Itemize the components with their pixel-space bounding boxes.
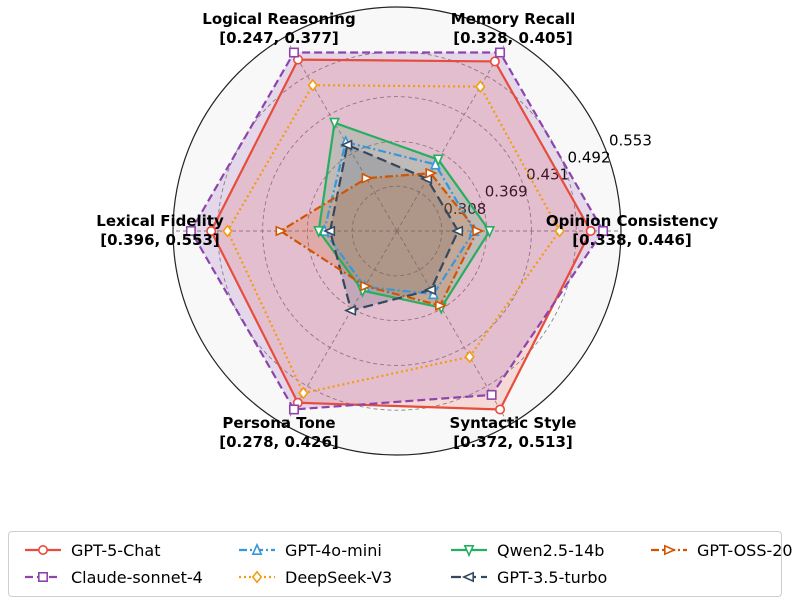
radial-tick-label: 0.369 bbox=[485, 183, 528, 201]
data-point bbox=[435, 300, 448, 311]
legend-marker bbox=[38, 571, 48, 582]
data-point bbox=[222, 224, 233, 238]
legend-label: GPT-3.5-turbo bbox=[497, 567, 608, 587]
legend-marker bbox=[38, 545, 48, 555]
legend-marker bbox=[251, 543, 263, 555]
axis-label: Memory Recall bbox=[451, 10, 575, 28]
series-fill bbox=[318, 122, 490, 308]
legend-swatch bbox=[25, 571, 61, 582]
legend-swatch bbox=[451, 571, 487, 583]
axis-range-label: [0.372, 0.513] bbox=[453, 433, 573, 451]
data-point bbox=[360, 280, 373, 292]
axis-range-label: [0.396, 0.553] bbox=[100, 231, 220, 249]
data-point bbox=[288, 47, 299, 58]
legend-swatch bbox=[25, 545, 61, 555]
data-point bbox=[450, 225, 464, 237]
legend-label: GPT-4o-mini bbox=[285, 540, 382, 560]
legend-swatch bbox=[651, 544, 687, 556]
legend-item: GPT-OSS-20B bbox=[649, 539, 793, 561]
series-deepseek-v3 bbox=[222, 78, 565, 400]
data-point bbox=[432, 154, 444, 167]
legend-marker bbox=[251, 570, 263, 584]
radial-tick-label: 0.553 bbox=[609, 131, 652, 149]
legend-label: Claude-sonnet-4 bbox=[71, 567, 203, 587]
data-point bbox=[554, 224, 565, 238]
data-point bbox=[495, 404, 506, 415]
data-point bbox=[322, 225, 336, 237]
legend-swatch bbox=[239, 543, 275, 555]
data-point bbox=[298, 386, 309, 400]
legend-item: GPT-3.5-turbo bbox=[449, 566, 607, 588]
legend-label: GPT-OSS-20B bbox=[697, 540, 793, 560]
grid-spoke bbox=[284, 36, 398, 232]
axis-label: Syntactic Style bbox=[450, 414, 577, 432]
series-claude-sonnet-4 bbox=[185, 47, 609, 415]
data-point bbox=[313, 226, 325, 239]
data-point bbox=[464, 350, 475, 364]
axis-range-label: [0.278, 0.426] bbox=[219, 433, 339, 451]
series-fill bbox=[190, 52, 604, 410]
legend-marker bbox=[461, 571, 475, 583]
series-fill bbox=[330, 144, 459, 311]
data-point bbox=[472, 225, 485, 237]
axis-range-label: [0.328, 0.405] bbox=[453, 29, 573, 47]
legend-swatch bbox=[451, 544, 487, 557]
legend-item: Claude-sonnet-4 bbox=[23, 566, 203, 588]
axis-label: Logical Reasoning bbox=[202, 10, 355, 28]
data-point bbox=[484, 226, 496, 239]
legend-label: DeepSeek-V3 bbox=[285, 567, 393, 587]
data-point bbox=[486, 389, 497, 400]
grid-ring bbox=[217, 51, 577, 411]
axis-range-label: [0.338, 0.446] bbox=[572, 231, 692, 249]
data-point bbox=[307, 78, 319, 92]
series-fill bbox=[211, 59, 591, 410]
legend-swatch bbox=[239, 570, 275, 584]
radial-tick-label: 0.431 bbox=[526, 166, 569, 184]
legend-item: GPT-5-Chat bbox=[23, 539, 160, 561]
data-point bbox=[585, 226, 596, 237]
series-gpt-oss-20b bbox=[275, 167, 485, 311]
axis-label: Lexical Fidelity bbox=[96, 212, 224, 230]
grid-spoke bbox=[284, 230, 398, 426]
data-point bbox=[288, 404, 299, 415]
data-point bbox=[343, 305, 357, 316]
data-point bbox=[361, 172, 374, 184]
legend-label: Qwen2.5-14b bbox=[497, 540, 605, 560]
data-point bbox=[206, 226, 217, 237]
legend-marker bbox=[664, 544, 677, 556]
legend-item: GPT-4o-mini bbox=[237, 539, 382, 561]
axis-label: Opinion Consistency bbox=[546, 212, 719, 230]
legend: GPT-5-Chat Claude-sonnet-4 DeepSeek-V3 GPT-… bbox=[8, 531, 793, 597]
legend-marker bbox=[463, 544, 475, 557]
data-point bbox=[425, 167, 438, 179]
grid-spoke bbox=[396, 36, 510, 232]
data-point bbox=[495, 47, 506, 58]
data-point bbox=[489, 56, 500, 67]
data-point bbox=[329, 117, 340, 130]
axis-label: Persona Tone bbox=[222, 414, 335, 432]
data-point bbox=[423, 284, 436, 296]
legend-label: GPT-5-Chat bbox=[71, 540, 161, 560]
data-point bbox=[475, 80, 486, 94]
data-point bbox=[185, 226, 196, 237]
axis-range-label: [0.247, 0.377] bbox=[219, 29, 339, 47]
data-point bbox=[340, 139, 353, 151]
legend-item: DeepSeek-V3 bbox=[237, 566, 392, 588]
data-point bbox=[275, 225, 288, 237]
legend-item: Qwen2.5-14b bbox=[449, 539, 604, 561]
grid-spoke bbox=[396, 230, 510, 426]
data-point bbox=[598, 226, 609, 237]
radial-tick-label: 0.492 bbox=[568, 148, 611, 166]
